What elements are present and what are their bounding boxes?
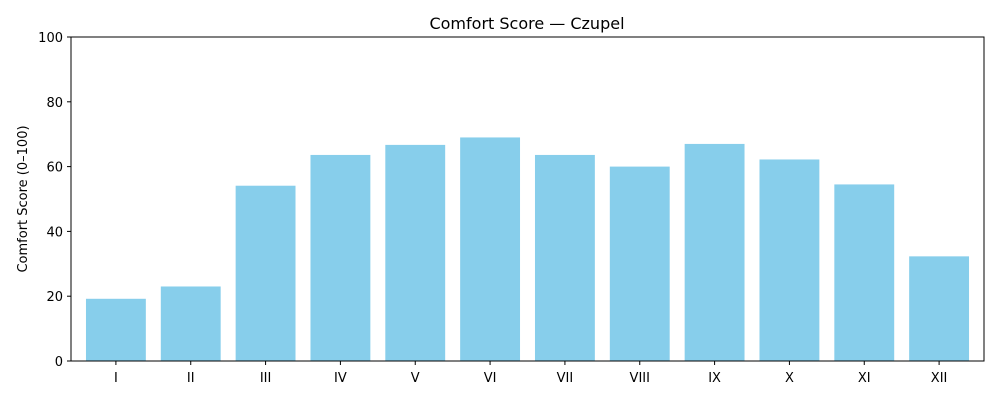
x-tick-label: XII xyxy=(931,371,948,386)
y-tick-label: 100 xyxy=(38,31,63,46)
plot-frame xyxy=(70,36,985,362)
bar-XII xyxy=(909,256,970,361)
bar-IX xyxy=(684,143,745,361)
x-tick-label: XI xyxy=(858,371,871,386)
x-tick-label: V xyxy=(411,371,420,386)
y-tick-label: 80 xyxy=(46,96,63,111)
x-tick-label: VII xyxy=(557,371,574,386)
x-tick-label: VIII xyxy=(630,371,650,386)
x-tick-label: I xyxy=(114,371,118,386)
chart-title: Comfort Score — Czupel xyxy=(429,14,624,33)
x-ticks-group: I II III IV V VI VII VIII IX X XI XII xyxy=(114,361,947,386)
y-ticks-group: 0 20 40 60 80 100 xyxy=(38,31,71,370)
y-tick-label: 40 xyxy=(46,225,63,240)
x-tick-label: VI xyxy=(484,371,497,386)
bars-group xyxy=(85,137,970,361)
x-tick-label: III xyxy=(260,371,272,386)
bar-I xyxy=(85,298,146,361)
bar-VII xyxy=(534,154,595,361)
bar-XI xyxy=(834,184,895,361)
y-tick-label: 60 xyxy=(46,161,63,176)
x-tick-label: IX xyxy=(708,371,721,386)
y-tick-label: 20 xyxy=(46,290,63,305)
bar-IV xyxy=(310,154,371,361)
bar-VI xyxy=(460,137,521,361)
x-tick-label: IV xyxy=(334,371,347,386)
bar-VIII xyxy=(609,166,670,361)
bar-X xyxy=(759,159,820,361)
bar-III xyxy=(235,185,296,361)
bar-II xyxy=(160,286,221,361)
bar-V xyxy=(385,144,446,361)
x-tick-label: X xyxy=(785,371,794,386)
x-tick-label: II xyxy=(187,371,195,386)
y-axis-label: Comfort Score (0–100) xyxy=(16,125,31,272)
y-tick-label: 0 xyxy=(55,355,63,370)
